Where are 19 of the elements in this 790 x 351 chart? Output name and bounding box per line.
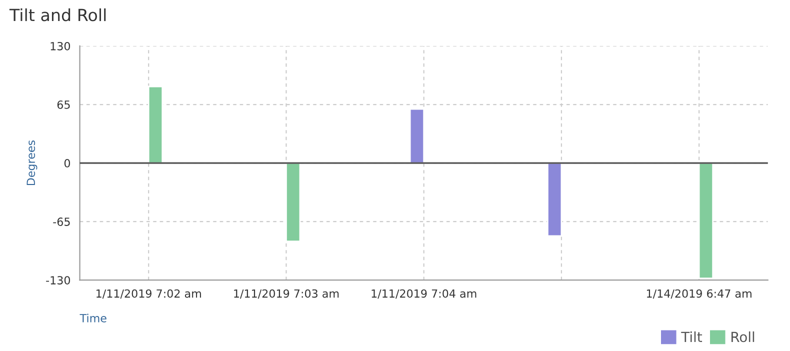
legend-label: Roll — [732, 331, 754, 342]
legend-label: Tilt — [681, 331, 702, 342]
bar — [286, 162, 301, 242]
y-axis-title: Degrees — [26, 140, 38, 186]
bar — [148, 86, 164, 164]
y-tick-label: 65 — [57, 100, 70, 109]
x-axis-title: Time — [80, 314, 106, 322]
chart-title: Tilt and Roll — [9, 8, 106, 22]
x-tick-label: 1/11/2019 7:03 am — [234, 289, 339, 299]
x-tick-label: 1/11/2019 7:02 am — [96, 289, 201, 299]
bar — [546, 162, 562, 237]
y-tick-label: 0 — [64, 159, 70, 168]
x-tick-label: 1/14/2019 6:47 am — [646, 289, 752, 299]
y-tick-label: -130 — [46, 276, 70, 284]
y-tick-label: -65 — [53, 218, 70, 226]
bar — [698, 162, 714, 279]
bar — [409, 108, 425, 164]
x-tick-label: 1/11/2019 7:04 am — [372, 289, 476, 299]
y-tick-label: 130 — [50, 42, 70, 50]
